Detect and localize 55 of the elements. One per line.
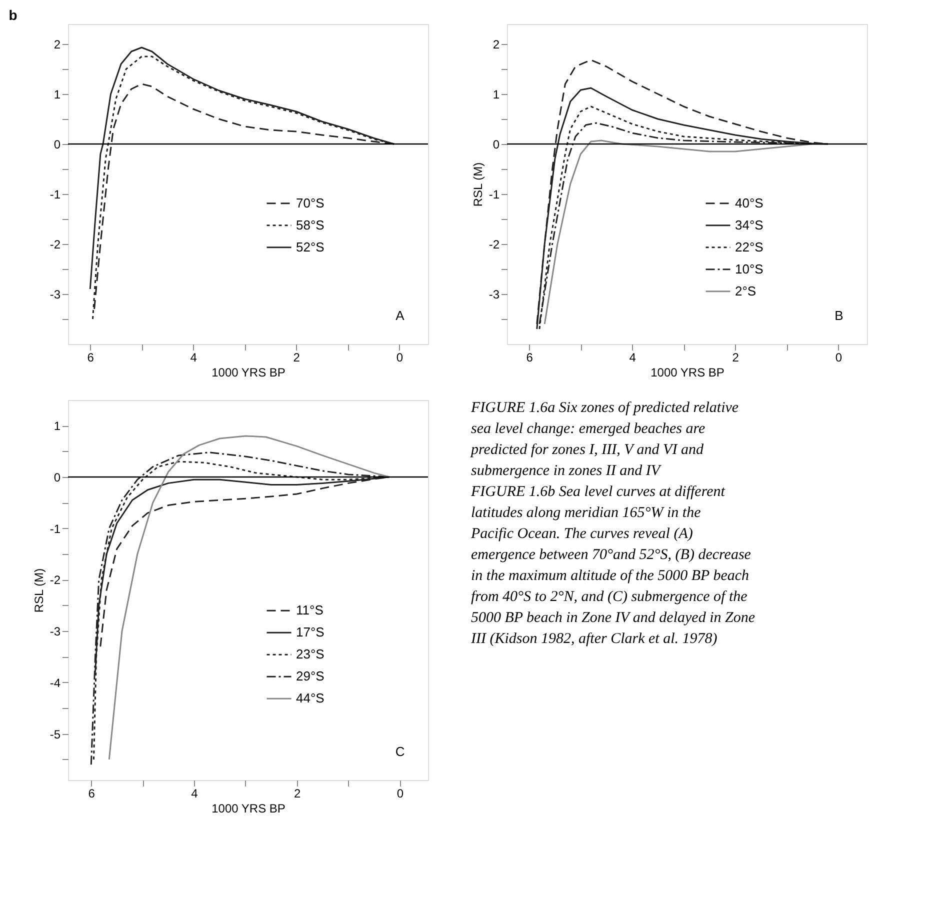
x-axis-title: 1000 YRS BP xyxy=(212,366,286,380)
legend-label: 23°S xyxy=(296,646,325,662)
y-tick-label: 1 xyxy=(492,88,500,102)
caption: FIGURE 1.6a Six zones of predicted relative sea level change: emerged beaches are predicted for zones I, III, V and VI and submergence in zones II and IV xyxy=(470,400,739,479)
x-tick-label: 4 xyxy=(629,350,636,364)
y-axis-title: RSL (M) xyxy=(32,568,46,613)
y-tick-label: -1 xyxy=(50,188,61,202)
caption: FIGURE 1.6b Sea level curves at different latitudes along meridian 165°W in the Pacific Ocean. The curves reveal (A) emergence between 70°and 52°S, (B) decrease in the maximum altitude of the 5000 BP beach from 40°S to 2°N, and (C) submergence of the 5000 BP beach in Zone IV and delayed in Zone III (Kidson 1982, after Clark et al. 1978) xyxy=(470,484,756,647)
y-tick-label: 0 xyxy=(492,138,500,152)
legend-label: 10°S xyxy=(735,261,764,276)
y-tick-label: -3 xyxy=(50,624,61,639)
legend-label: 34°S xyxy=(735,217,764,232)
x-tick-label: 0 xyxy=(396,350,404,364)
x-tick-label: 6 xyxy=(526,350,534,364)
y-tick-label: 2 xyxy=(492,38,500,52)
y-tick-label: 0 xyxy=(54,470,61,485)
legend-label: 44°S xyxy=(296,690,325,706)
y-tick-label: 1 xyxy=(54,88,61,102)
legend-label: 22°S xyxy=(735,239,764,254)
legend-label: 11°S xyxy=(296,602,324,618)
y-tick-label: 0 xyxy=(54,138,61,152)
annotation: A xyxy=(396,308,405,323)
x-tick-label: 2 xyxy=(294,786,302,800)
legend-label: 52°S xyxy=(296,239,325,254)
y-tick-label: -2 xyxy=(50,573,61,588)
y-tick-label: -5 xyxy=(50,727,61,742)
y-tick-label: -2 xyxy=(50,238,61,252)
x-tick-label: 2 xyxy=(732,350,740,364)
y-tick-label: -1 xyxy=(50,522,61,536)
y-tick-label: 1 xyxy=(54,419,61,434)
x-tick-label: 4 xyxy=(191,786,198,800)
y-tick-label: 2 xyxy=(54,38,61,52)
x-tick-label: 0 xyxy=(396,786,404,800)
legend-label: 58°S xyxy=(296,217,325,232)
legend-label: 70°S xyxy=(296,195,325,210)
y-tick-label: -2 xyxy=(488,238,500,252)
legend-label: 17°S xyxy=(296,624,325,640)
y-tick-label: -4 xyxy=(50,676,61,690)
x-tick-label: 6 xyxy=(88,786,96,800)
legend-label: 29°S xyxy=(296,668,325,684)
y-tick-label: -3 xyxy=(488,288,500,302)
annotation: C xyxy=(395,744,405,759)
x-tick-label: 2 xyxy=(293,350,300,364)
x-axis-title: 1000 YRS BP xyxy=(212,802,286,816)
text: b xyxy=(8,7,18,23)
y-tick-label: -1 xyxy=(488,188,500,202)
y-tick-label: -3 xyxy=(50,288,61,302)
y-axis-title: RSL (M) xyxy=(470,162,485,207)
x-axis-title: 1000 YRS BP xyxy=(650,366,724,380)
x-tick-label: 4 xyxy=(190,350,198,364)
legend-label: 40°S xyxy=(735,195,764,210)
legend-label: 2°S xyxy=(735,283,756,298)
annotation: B xyxy=(834,308,844,323)
x-tick-label: 6 xyxy=(87,350,94,364)
x-tick-label: 0 xyxy=(835,350,842,364)
